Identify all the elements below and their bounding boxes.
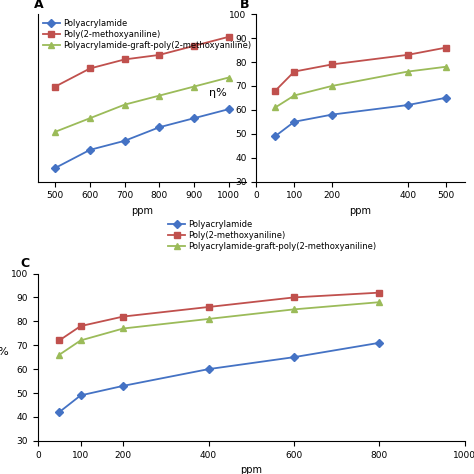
Polyacrylamide-graft-poly(2-methoxyaniline) — [156, 93, 162, 99]
Polyacrylamide-graft-poly(2-methoxyaniline) — [122, 102, 128, 108]
Poly(2-methoxyaniline) — [273, 88, 278, 93]
Polyacrylamide — [156, 124, 162, 130]
Poly(2-methoxyaniline) — [122, 56, 128, 62]
Poly(2-methoxyaniline) — [53, 84, 58, 90]
Polyacrylamide — [206, 366, 211, 372]
Polyacrylamide-graft-poly(2-methoxyaniline) — [405, 69, 410, 74]
Polyacrylamide — [122, 138, 128, 144]
Polyacrylamide — [53, 165, 58, 171]
Polyacrylamide-graft-poly(2-methoxyaniline) — [292, 92, 297, 98]
Line: Polyacrylamide: Polyacrylamide — [53, 106, 231, 171]
Polyacrylamide-graft-poly(2-methoxyaniline) — [78, 337, 83, 343]
Polyacrylamide — [292, 119, 297, 125]
Polyacrylamide-graft-poly(2-methoxyaniline) — [53, 129, 58, 135]
Polyacrylamide-graft-poly(2-methoxyaniline) — [206, 316, 211, 322]
X-axis label: ppm: ppm — [240, 465, 262, 474]
Polyacrylamide — [87, 147, 93, 153]
Line: Poly(2-methoxyaniline): Poly(2-methoxyaniline) — [53, 34, 231, 89]
Polyacrylamide — [56, 409, 62, 415]
Poly(2-methoxyaniline) — [120, 314, 126, 319]
Polyacrylamide — [78, 392, 83, 398]
Poly(2-methoxyaniline) — [156, 52, 162, 58]
X-axis label: ppm: ppm — [131, 206, 153, 216]
Line: Polyacrylamide: Polyacrylamide — [56, 340, 382, 415]
Poly(2-methoxyaniline) — [405, 52, 410, 58]
X-axis label: ppm: ppm — [349, 206, 372, 216]
Polyacrylamide-graft-poly(2-methoxyaniline) — [273, 105, 278, 110]
Polyacrylamide-graft-poly(2-methoxyaniline) — [120, 326, 126, 331]
Poly(2-methoxyaniline) — [206, 304, 211, 310]
Poly(2-methoxyaniline) — [56, 337, 62, 343]
Poly(2-methoxyaniline) — [443, 45, 448, 51]
Legend: Polyacrylamide, Poly(2-methoxyaniline), Polyacrylamide-graft-poly(2-methoxyanili: Polyacrylamide, Poly(2-methoxyaniline), … — [168, 219, 377, 252]
Polyacrylamide — [376, 340, 382, 346]
Y-axis label: η%: η% — [0, 347, 9, 357]
Poly(2-methoxyaniline) — [226, 34, 231, 40]
Polyacrylamide-graft-poly(2-methoxyaniline) — [87, 115, 93, 121]
Polyacrylamide — [226, 106, 231, 112]
Polyacrylamide-graft-poly(2-methoxyaniline) — [191, 84, 197, 90]
Poly(2-methoxyaniline) — [329, 62, 335, 67]
Y-axis label: η%: η% — [210, 88, 227, 98]
Poly(2-methoxyaniline) — [87, 65, 93, 71]
Polyacrylamide — [291, 355, 297, 360]
Polyacrylamide — [273, 133, 278, 139]
Text: A: A — [34, 0, 44, 11]
Poly(2-methoxyaniline) — [78, 323, 83, 329]
Line: Poly(2-methoxyaniline): Poly(2-methoxyaniline) — [273, 45, 448, 93]
Text: B: B — [240, 0, 249, 11]
Text: C: C — [21, 257, 30, 270]
Line: Poly(2-methoxyaniline): Poly(2-methoxyaniline) — [56, 290, 382, 343]
Polyacrylamide-graft-poly(2-methoxyaniline) — [376, 300, 382, 305]
Line: Polyacrylamide-graft-poly(2-methoxyaniline): Polyacrylamide-graft-poly(2-methoxyanili… — [56, 300, 382, 357]
Polyacrylamide — [405, 102, 410, 108]
Polyacrylamide-graft-poly(2-methoxyaniline) — [226, 75, 231, 81]
Line: Polyacrylamide: Polyacrylamide — [273, 95, 448, 139]
Polyacrylamide — [329, 112, 335, 118]
Poly(2-methoxyaniline) — [376, 290, 382, 295]
Polyacrylamide-graft-poly(2-methoxyaniline) — [443, 64, 448, 70]
Polyacrylamide-graft-poly(2-methoxyaniline) — [291, 307, 297, 312]
Poly(2-methoxyaniline) — [292, 69, 297, 74]
Poly(2-methoxyaniline) — [291, 294, 297, 300]
Polyacrylamide-graft-poly(2-methoxyaniline) — [329, 83, 335, 89]
Polyacrylamide — [443, 95, 448, 100]
Polyacrylamide — [120, 383, 126, 389]
Legend: Polyacrylamide, Poly(2-methoxyaniline), Polyacrylamide-graft-poly(2-methoxyanili: Polyacrylamide, Poly(2-methoxyaniline), … — [42, 18, 252, 51]
Poly(2-methoxyaniline) — [191, 43, 197, 49]
Line: Polyacrylamide-graft-poly(2-methoxyaniline): Polyacrylamide-graft-poly(2-methoxyanili… — [273, 64, 448, 110]
Polyacrylamide-graft-poly(2-methoxyaniline) — [56, 352, 62, 357]
Line: Polyacrylamide-graft-poly(2-methoxyaniline): Polyacrylamide-graft-poly(2-methoxyanili… — [53, 75, 231, 135]
Polyacrylamide — [191, 115, 197, 121]
